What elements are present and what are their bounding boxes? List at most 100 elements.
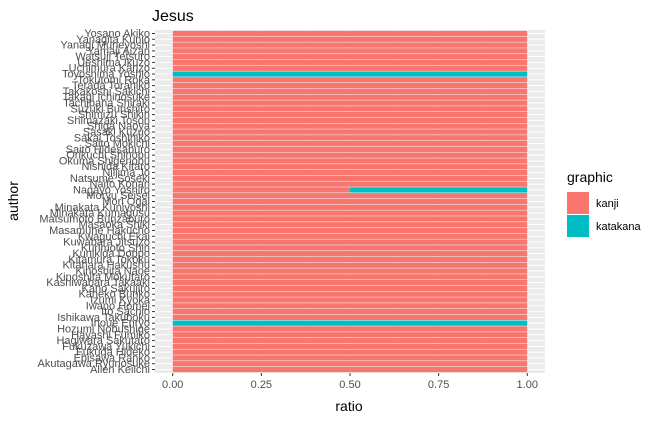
y-tick-label: Nagayo Yoshiro [73, 184, 150, 196]
bar-kanji [172, 251, 528, 257]
legend-label-katakana: katakana [596, 221, 642, 233]
y-tick-label: Minakata Kuniyoshi [55, 202, 150, 214]
y-tick-label: Shiga Naoya [87, 121, 151, 133]
y-tick-label: Ebisawa Ranko [74, 352, 150, 364]
bar-kanji [172, 88, 528, 95]
y-tick-label: Izumi Kyoka [90, 294, 151, 306]
y-tick-label: Tachibana Shiraki [63, 98, 150, 110]
bar-kanji [172, 274, 528, 280]
bar-kanji [172, 198, 528, 205]
legend-label-kanji: kanji [596, 198, 619, 210]
bar-kanji [172, 361, 528, 367]
bar-kanji [172, 285, 528, 292]
y-tick-label: Moryu Seisei [86, 190, 150, 202]
bar-kanji [172, 343, 528, 349]
bar-kanji [172, 227, 528, 234]
y-tick-label: Iwano Homei [86, 300, 150, 312]
bar-kanji [172, 152, 528, 158]
y-tick-label: Shimazaki Toson [67, 115, 150, 127]
y-tick-label: Yanagi Muneyoshi [60, 40, 150, 52]
bar-kanji [172, 204, 528, 210]
bar-kanji [172, 48, 528, 54]
bar-kanji [172, 100, 528, 106]
bar-kanji [172, 42, 528, 48]
bar-kanji [172, 187, 350, 193]
y-tick-label: Fukuda Hideko [76, 347, 150, 359]
x-tick-label: 0.00 [162, 379, 183, 391]
bar-kanji [172, 158, 528, 164]
y-tick-label: Kano Sakujiro [82, 283, 151, 295]
bar-kanji [172, 233, 528, 239]
y-tick-label: Natsume Soseki [70, 173, 150, 185]
bar-kanji [172, 135, 528, 141]
bar-kanji [172, 337, 528, 344]
y-tick-label: Kurimoto Shin [81, 242, 150, 254]
y-tick-label: Fukuzawa Yukichi [62, 341, 150, 353]
y-tick-label: Kaneko Bunko [78, 289, 150, 301]
x-tick-label: 0.25 [251, 379, 272, 391]
bar-kanji [172, 36, 528, 42]
bar-kanji [172, 193, 528, 199]
y-tick-label: Takagi Ichinosuke [63, 92, 150, 104]
bar-kanji [172, 326, 528, 332]
bar-katakana [350, 187, 528, 193]
legend-title: graphic [567, 169, 613, 185]
bar-kanji [172, 297, 528, 303]
y-tick-label: Kitahara Hakushu [63, 260, 150, 272]
y-tick-label: Kwaguchi Ekai [78, 231, 150, 243]
bar-kanji [172, 146, 528, 152]
y-tick-label: Yamaji Aizan [87, 45, 150, 57]
bar-kanji [172, 77, 528, 83]
y-tick-label: Terada Torahiko [72, 80, 150, 92]
bar-katakana [172, 71, 528, 77]
y-tick-label: Minakata Kumagusu [50, 208, 150, 220]
y-tick-label: Suzuki Bunshiro [71, 103, 151, 115]
y-tick-label: Matsumoto Bunzaburo [39, 213, 150, 225]
x-tick-label: 0.50 [339, 379, 360, 391]
y-tick-label: Shimizu Shikin [78, 109, 150, 121]
bar-kanji [172, 239, 528, 245]
chart-title: Jesus [152, 8, 194, 25]
y-tick-label: Ishikawa Takuboku [57, 312, 150, 324]
y-tick-label: Saito Mokichi [85, 138, 150, 150]
bar-kanji [172, 65, 528, 71]
y-tick-label: Naito Konan [89, 179, 150, 191]
bar-kanji [172, 280, 528, 286]
y-tick-label: Hayashi Fumiko [71, 329, 150, 341]
y-tick-label: Orikuchi Shinobu [66, 150, 150, 162]
x-axis-label: ratio [335, 398, 362, 414]
legend-swatch-katakana [567, 215, 589, 237]
y-tick-label: Mori Ogai [102, 196, 150, 208]
bar-kanji [172, 308, 528, 315]
y-tick-label: Sasaki Kuzuo [83, 126, 150, 138]
y-tick-label: Niijima Jo [102, 167, 150, 179]
bar-kanji [172, 366, 528, 373]
bar-kanji [172, 106, 528, 112]
bar-kanji [172, 222, 528, 228]
bar-kanji [172, 262, 528, 268]
bar-kanji [172, 181, 528, 187]
y-tick-label: Takakoshi Sakichi [63, 86, 150, 98]
y-tick-label: Masamune Hakucho [49, 225, 150, 237]
bar-kanji [172, 117, 528, 123]
y-axis-label: author [5, 181, 21, 221]
y-tick-label: Yanagita Kunio [76, 34, 150, 46]
x-tick-label: 1.00 [517, 379, 538, 391]
bar-kanji [172, 83, 528, 89]
y-tick-label: Sakai Toshihiko [74, 132, 150, 144]
y-tick-label: Nishida Kitaro [82, 161, 150, 173]
x-axis-ticks: 0.00 0.25 0.50 0.75 1.00 [162, 373, 538, 391]
legend-swatch-kanji [567, 192, 589, 214]
bar-kanji [172, 210, 528, 216]
bar-kanji [172, 332, 528, 338]
bar-kanji [172, 169, 528, 176]
y-tick-label: Ueshima Ikuzo [77, 57, 150, 69]
y-tick-label: Hagiwara Sakutaro [56, 335, 150, 347]
y-tick-label: Allen Keiichi [90, 364, 150, 376]
bar-kanji [172, 54, 528, 60]
legend: graphic kanji katakana [567, 169, 642, 237]
y-tick-label: Tokutomi Roka [77, 74, 151, 86]
y-tick-label: Masaoka Shiki [78, 219, 150, 231]
